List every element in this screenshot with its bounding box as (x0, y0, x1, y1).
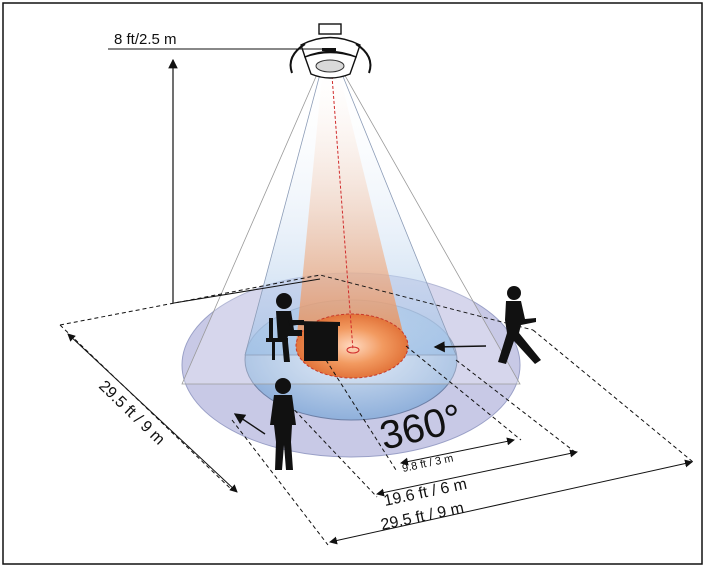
seated-person-at-desk-icon (266, 293, 340, 362)
inner-diameter-label: 9.8 ft / 3 m (401, 452, 454, 475)
outer-diameter-arrow (329, 459, 693, 545)
inner-ext-line-right (405, 345, 522, 441)
side-length-arrow (67, 333, 238, 493)
center-point (346, 346, 360, 354)
walking-person-right-icon (498, 286, 541, 364)
side-length-label: 29.5 ft / 9 m (95, 378, 168, 449)
image-border (2, 2, 703, 565)
floor-outline-right (532, 329, 694, 463)
motion-arrow-right-person (433, 341, 487, 353)
outer-ext-line-left (231, 419, 329, 546)
motion-arrow-front-person (233, 413, 266, 435)
motion-sensor-icon (289, 23, 372, 79)
sensor-center-line (331, 75, 354, 351)
mounting-height-label: 8 ft/2.5 m (114, 31, 177, 48)
middle-ext-line-left (284, 399, 378, 498)
inner-detection-cone (296, 76, 406, 345)
height-base-line (173, 278, 321, 304)
standing-person-front-icon (270, 378, 296, 470)
